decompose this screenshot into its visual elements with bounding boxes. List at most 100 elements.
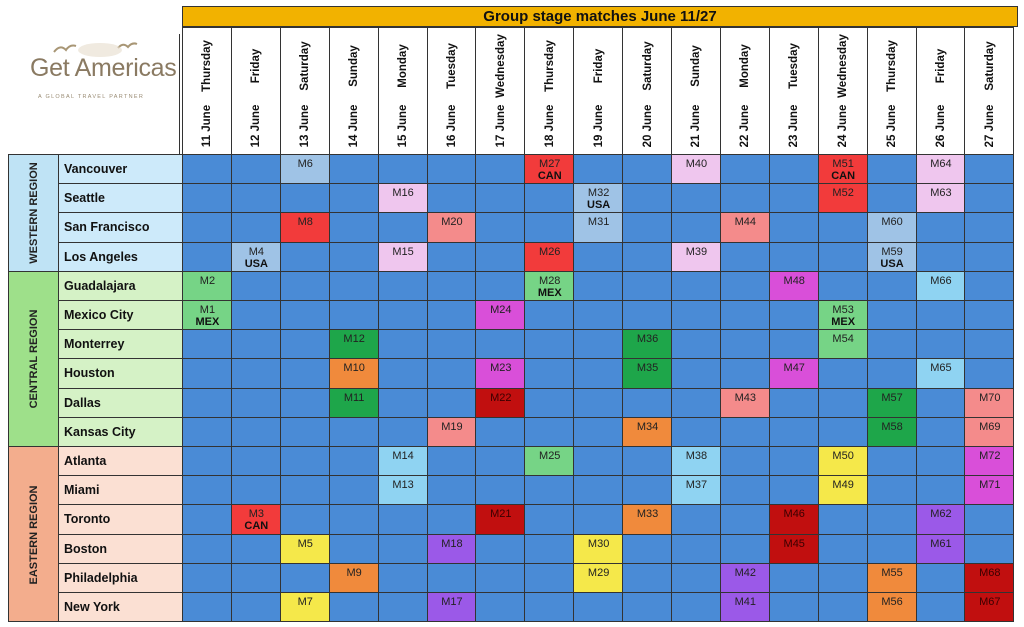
day-weekday: Friday [592,48,605,84]
empty-cell [964,533,1015,564]
logo: Get Americas A GLOBAL TRAVEL PARTNER [8,34,180,154]
empty-cell [622,300,672,331]
empty-cell [915,475,966,506]
empty-cell [230,533,281,564]
host-country: CAN [537,170,562,182]
empty-cell [768,387,819,418]
match-label: M14 [392,450,414,462]
match-label: M13 [392,479,414,492]
city-label: Miami [58,475,182,506]
match-cell: M29 [573,562,624,593]
match-label: M21 [490,508,512,521]
empty-cell [671,562,721,593]
day-weekday: Tuesday [445,43,458,89]
match-label: M47 [783,362,805,375]
empty-cell [426,387,477,418]
empty-cell [524,416,575,447]
empty-cell [964,504,1015,535]
empty-cell [475,241,526,272]
logo-tagline: A GLOBAL TRAVEL PARTNER [38,94,145,100]
match-label: M9 [346,566,362,579]
match-label: M19 [441,420,463,433]
empty-cell [426,446,477,477]
empty-cell [817,241,868,272]
empty-cell [622,592,672,623]
region-label: EASTERN REGION [27,485,40,585]
match-cell: M60 [866,212,917,243]
match-label: M32 [587,187,610,200]
empty-cell [279,241,330,272]
empty-cell [377,592,428,623]
match-cell: M26 [524,241,575,272]
empty-cell [182,475,232,506]
empty-cell [622,562,672,593]
city-label: Vancouver [58,154,182,185]
day-date: 19 June [592,104,605,148]
empty-cell [475,183,526,214]
empty-cell [573,416,624,447]
city-label: Dallas [58,387,182,418]
match-cell: M41 [719,592,770,623]
match-cell: M1 MEX [182,300,232,331]
empty-cell [622,475,672,506]
day-weekday: Thursday [886,40,899,92]
empty-cell [475,533,526,564]
match-cell: M49 [817,475,868,506]
empty-cell [279,475,330,506]
empty-cell [671,416,721,447]
empty-cell [719,504,770,535]
empty-cell [230,329,281,360]
day-date: 12 June [250,104,263,148]
day-date: 14 June [348,104,361,148]
day-weekday: Saturday [299,41,312,91]
match-label: M61 [930,537,952,550]
empty-cell [866,183,917,214]
match-cell: M50 [817,446,868,477]
empty-cell [573,358,624,389]
empty-cell [622,387,672,418]
empty-cell [573,241,624,272]
empty-cell [915,592,966,623]
match-cell: M68 [964,562,1015,593]
city-label: Boston [58,533,182,564]
empty-cell [915,329,966,360]
city-label: Monterrey [58,329,182,360]
empty-cell [524,533,575,564]
day-date: 11 June [201,104,214,148]
empty-cell [768,416,819,447]
city-label: Kansas City [58,416,182,447]
empty-cell [915,212,966,243]
empty-cell [524,475,575,506]
empty-cell [719,154,770,185]
empty-cell [475,212,526,243]
schedule-title: Group stage matches June 11/27 [182,6,1018,27]
empty-cell [573,270,624,301]
empty-cell [768,183,819,214]
empty-cell [768,475,819,506]
empty-cell [964,329,1015,360]
match-label: M1 [199,304,216,316]
empty-cell [719,416,770,447]
empty-cell [622,154,672,185]
day-weekday: Friday [934,48,947,84]
empty-cell [475,329,526,360]
match-label: M8 [297,216,313,229]
match-cell: M21 [475,504,526,535]
match-cell: M62 [915,504,966,535]
day-weekday: Monday [739,44,752,88]
empty-cell [817,387,868,418]
empty-cell [182,446,232,477]
empty-cell [524,387,575,418]
host-country: USA [587,199,611,212]
empty-cell [279,562,330,593]
empty-cell [182,212,232,243]
match-label: M68 [979,566,1001,579]
match-label: M71 [979,479,1001,492]
empty-cell [964,358,1015,389]
empty-cell [524,562,575,593]
match-cell: M57 [866,387,917,418]
empty-cell [866,446,917,477]
day-date: 24 June [837,104,850,148]
empty-cell [719,241,770,272]
host-country: MEX [537,286,562,299]
